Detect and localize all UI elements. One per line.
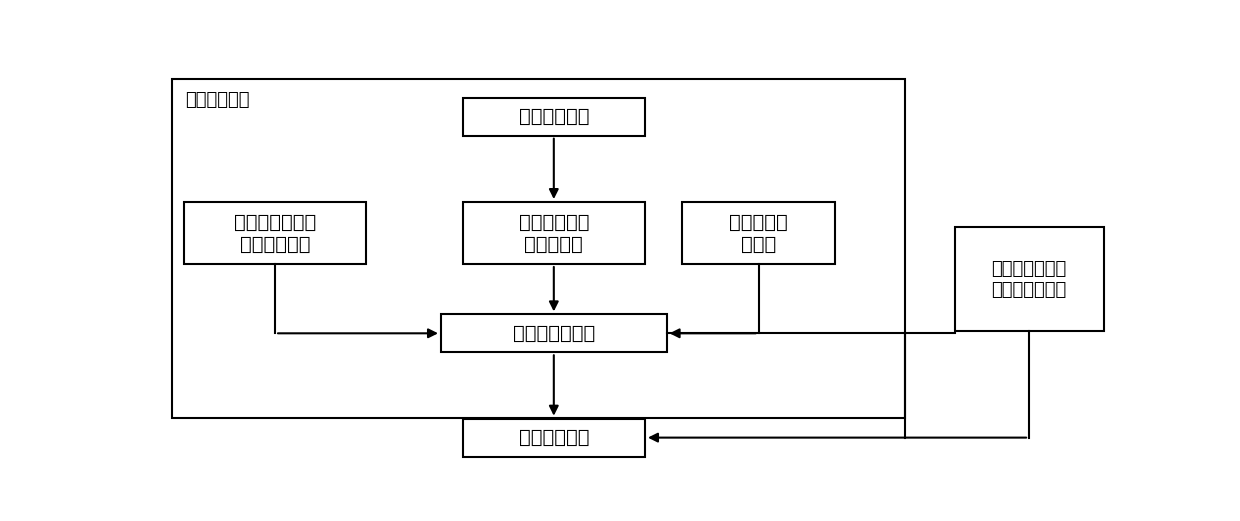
FancyBboxPatch shape xyxy=(184,202,367,264)
FancyBboxPatch shape xyxy=(682,202,836,264)
FancyBboxPatch shape xyxy=(955,227,1104,331)
Text: 距离反平方内
插预报模块: 距离反平方内 插预报模块 xyxy=(518,213,589,254)
FancyBboxPatch shape xyxy=(463,202,645,264)
Text: 最近格点预
报模块: 最近格点预 报模块 xyxy=(729,213,787,254)
Text: 综合预报装置: 综合预报装置 xyxy=(185,91,249,108)
Text: 地形高度最接近
格点预报模块: 地形高度最接近 格点预报模块 xyxy=(234,213,316,254)
FancyBboxPatch shape xyxy=(463,418,645,457)
Text: 预报値计算装置: 预报値计算装置 xyxy=(512,324,595,343)
FancyBboxPatch shape xyxy=(441,314,667,352)
FancyBboxPatch shape xyxy=(463,97,645,136)
FancyBboxPatch shape xyxy=(172,79,905,417)
Text: 动态集成装置: 动态集成装置 xyxy=(518,428,589,447)
Text: 数据采集模块: 数据采集模块 xyxy=(518,107,589,126)
Text: 地形复杂度最接
近格点预报装置: 地形复杂度最接 近格点预报装置 xyxy=(992,260,1066,299)
